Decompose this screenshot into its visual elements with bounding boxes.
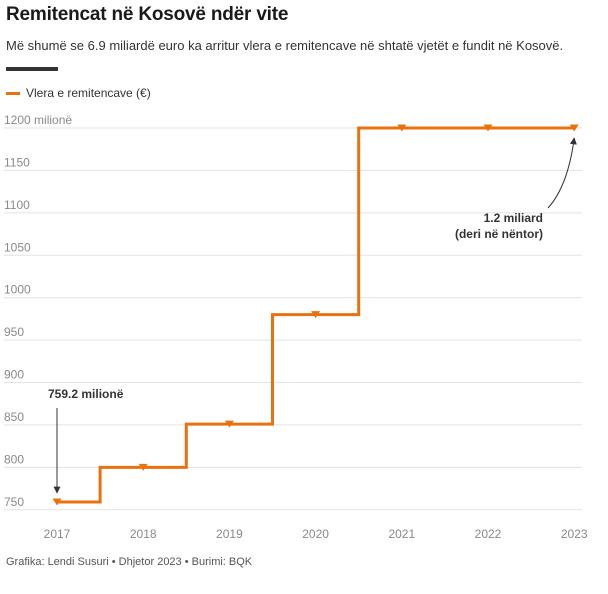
legend: Vlera e remitencave (€) xyxy=(6,86,151,100)
annotation-label: (deri në nëntor) xyxy=(455,227,543,241)
x-tick-label: 2021 xyxy=(388,527,415,541)
annotation-arrow xyxy=(547,137,577,209)
y-tick-label: 1150 xyxy=(4,155,30,169)
legend-swatch xyxy=(6,91,20,95)
annotation-layer: 759.2 milionë 1.2 miliard (deri në nëntor) xyxy=(48,137,577,494)
data-point xyxy=(52,498,62,506)
x-axis-ticks: 2017 2018 2019 2020 2021 2022 2023 xyxy=(44,527,588,541)
data-point xyxy=(397,124,407,132)
y-tick-label: 850 xyxy=(4,410,24,424)
x-tick-label: 2022 xyxy=(475,527,502,541)
series-line xyxy=(57,126,575,504)
data-point xyxy=(569,124,579,132)
x-tick-label: 2018 xyxy=(130,527,157,541)
annotation-label: 1.2 miliard xyxy=(484,211,543,225)
y-tick-label: 1100 xyxy=(4,198,30,212)
data-point xyxy=(483,124,493,132)
chart-title: Remitencat në Kosovë ndër vite xyxy=(6,4,289,25)
chart-subtitle: Më shumë se 6.9 miliardë euro ka arritur… xyxy=(6,38,564,53)
x-tick-label: 2023 xyxy=(561,527,588,541)
y-axis-ticks: 750 800 850 900 950 1000 1050 1100 1150 1200 mili… xyxy=(4,113,72,509)
legend-label: Vlera e remitencave (€) xyxy=(26,86,151,100)
source-credit: Grafika: Lendi Susuri • Dhjetor 2023 • B… xyxy=(6,556,253,568)
y-tick-label: 800 xyxy=(4,452,24,466)
y-tick-label: 1000 xyxy=(4,283,31,297)
x-tick-label: 2020 xyxy=(302,527,329,541)
y-tick-label: 900 xyxy=(4,368,24,382)
grid-layer xyxy=(4,127,582,511)
data-point xyxy=(311,311,321,319)
series-layer xyxy=(52,124,579,506)
x-tick-label: 2019 xyxy=(216,527,243,541)
annotation-label: 759.2 milionë xyxy=(48,387,124,401)
y-tick-label: 1050 xyxy=(4,240,31,254)
title-rule xyxy=(6,67,58,71)
y-tick-label: 1200 milionë xyxy=(4,113,72,127)
y-tick-label: 750 xyxy=(4,495,24,509)
y-tick-label: 950 xyxy=(4,325,24,339)
x-tick-label: 2017 xyxy=(44,527,71,541)
data-point xyxy=(224,420,234,428)
data-point xyxy=(138,463,148,471)
